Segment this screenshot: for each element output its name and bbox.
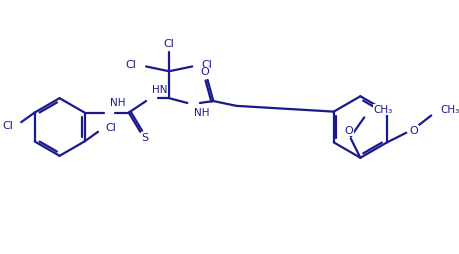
Text: Cl: Cl bbox=[106, 123, 117, 133]
Text: HN: HN bbox=[152, 85, 168, 95]
Text: O: O bbox=[345, 126, 353, 136]
Text: CH₃: CH₃ bbox=[441, 105, 459, 115]
Text: O: O bbox=[200, 67, 209, 77]
Text: NH: NH bbox=[110, 98, 125, 108]
Text: NH: NH bbox=[194, 108, 210, 118]
Text: Cl: Cl bbox=[3, 121, 13, 131]
Text: Cl: Cl bbox=[164, 39, 174, 49]
Text: CH₃: CH₃ bbox=[374, 105, 393, 115]
Text: Cl: Cl bbox=[202, 60, 213, 71]
Text: O: O bbox=[409, 126, 418, 136]
Text: S: S bbox=[141, 133, 149, 142]
Text: Cl: Cl bbox=[126, 60, 136, 71]
